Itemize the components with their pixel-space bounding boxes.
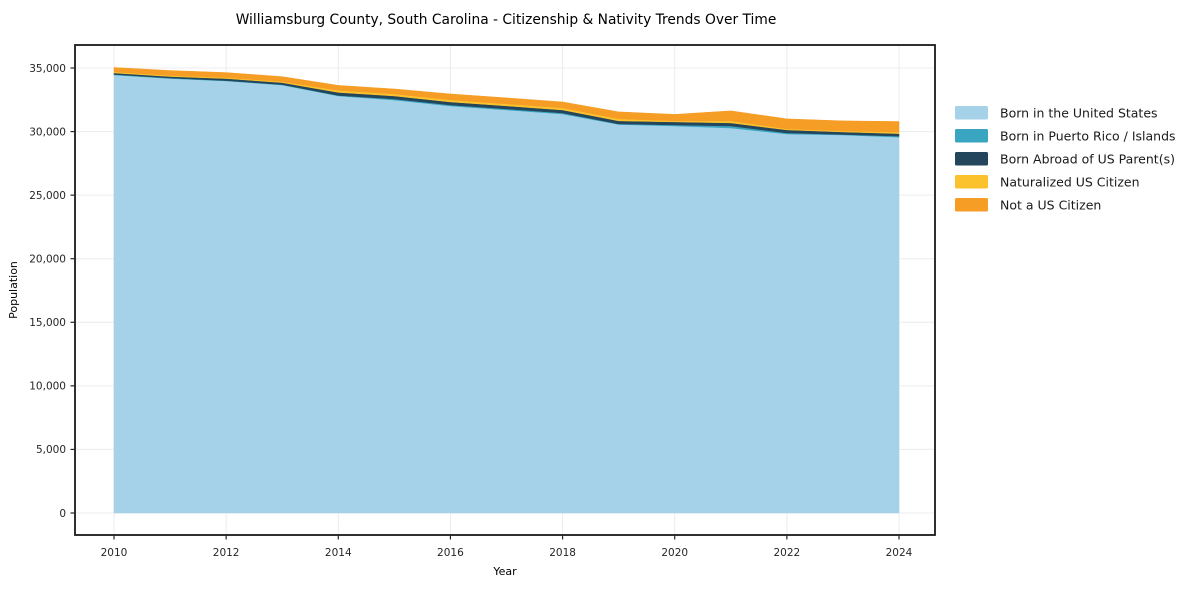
x-tick-label: 2018 bbox=[549, 547, 576, 559]
area-layer bbox=[113, 74, 900, 514]
y-axis: 0 5,000 10,000 15,000 20,000 25,000 30,000 35,0… bbox=[29, 63, 75, 520]
legend-swatch bbox=[955, 198, 988, 212]
y-tick-label: 5,000 bbox=[36, 444, 66, 456]
y-tick-label: 35,000 bbox=[29, 63, 66, 75]
legend-label: Born Abroad of US Parent(s) bbox=[1000, 152, 1175, 167]
area-series bbox=[113, 67, 900, 514]
x-tick-label: 2020 bbox=[661, 547, 688, 559]
x-tick-label: 2010 bbox=[101, 547, 128, 559]
y-tick-label: 25,000 bbox=[29, 190, 66, 202]
x-axis-label: Year bbox=[492, 565, 517, 578]
y-tick-label: 20,000 bbox=[29, 254, 66, 266]
legend-swatch bbox=[955, 175, 988, 189]
legend-label: Born in Puerto Rico / Islands bbox=[1000, 129, 1176, 144]
x-tick-label: 2016 bbox=[437, 547, 464, 559]
legend: Born in the United States Born in Puerto … bbox=[955, 106, 1176, 213]
x-tick-label: 2024 bbox=[886, 547, 913, 559]
y-tick-label: 30,000 bbox=[29, 126, 66, 138]
legend-label: Naturalized US Citizen bbox=[1000, 175, 1140, 190]
y-tick-label: 0 bbox=[59, 508, 66, 520]
y-axis-label: Population bbox=[7, 261, 20, 319]
x-tick-label: 2022 bbox=[773, 547, 800, 559]
area-layer bbox=[113, 67, 900, 133]
legend-swatch bbox=[955, 152, 988, 166]
legend-swatch bbox=[955, 129, 988, 143]
legend-swatch bbox=[955, 106, 988, 120]
y-tick-label: 15,000 bbox=[29, 317, 66, 329]
plot-border bbox=[74, 44, 936, 536]
x-axis: 2010 2012 2014 2016 2018 2020 2022 2024 bbox=[101, 535, 913, 559]
chart-title: Williamsburg County, South Carolina - Ci… bbox=[236, 12, 777, 28]
y-tick-label: 10,000 bbox=[29, 381, 66, 393]
x-tick-label: 2012 bbox=[213, 547, 240, 559]
legend-label: Not a US Citizen bbox=[1000, 198, 1101, 213]
x-tick-label: 2014 bbox=[325, 547, 352, 559]
legend-label: Born in the United States bbox=[1000, 106, 1158, 121]
